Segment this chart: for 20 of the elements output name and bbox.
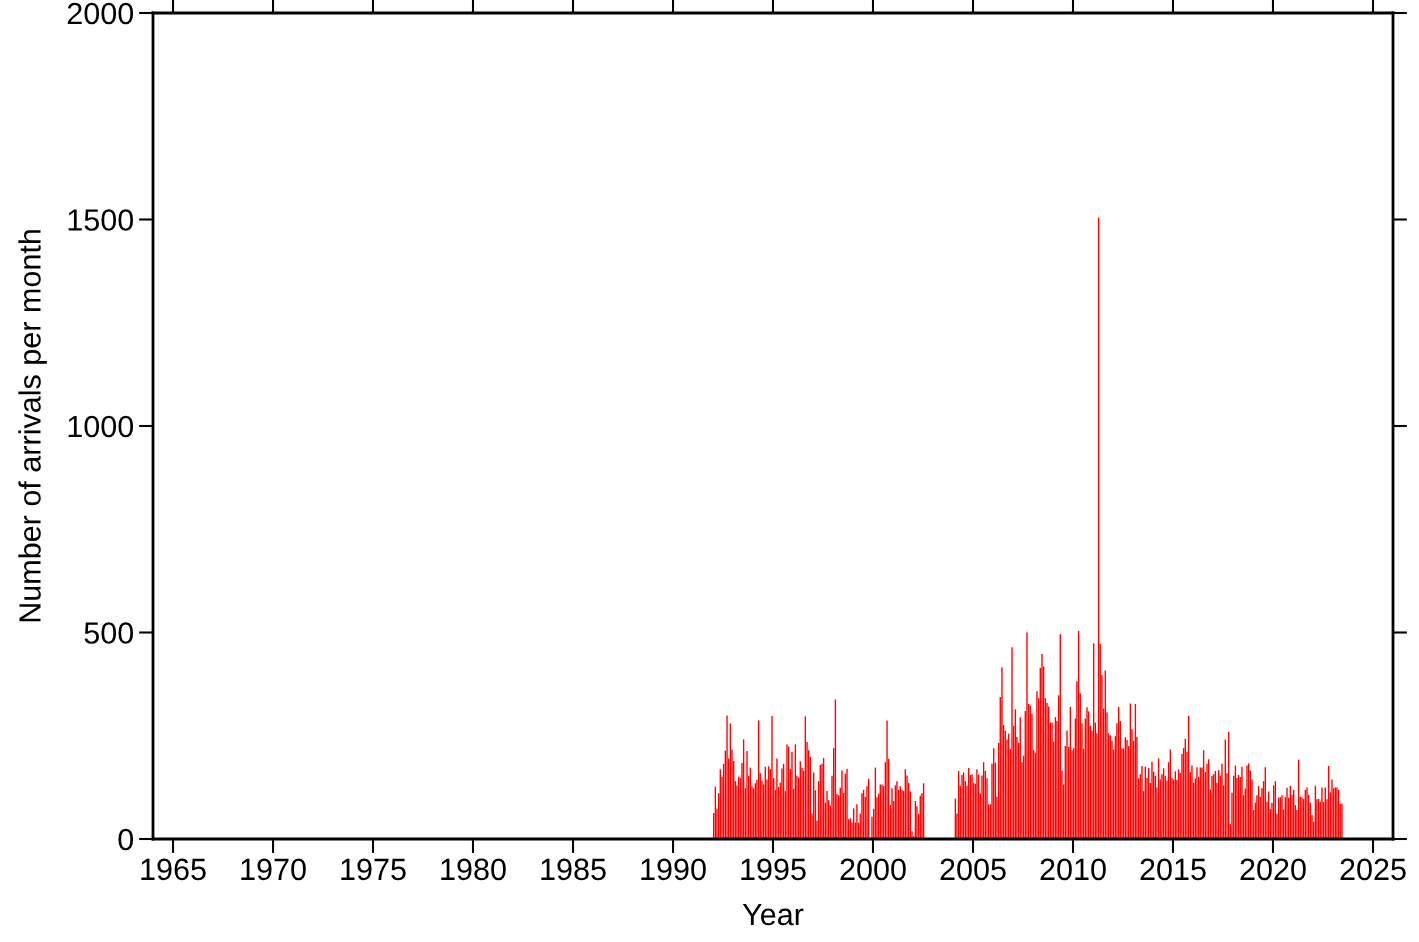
x-tick-label: 1970	[241, 858, 306, 881]
x-tick-label: 1995	[741, 858, 806, 881]
x-tick-label: 1985	[541, 858, 606, 881]
y-tick-label: 0	[118, 828, 134, 851]
x-axis-title: Year	[742, 904, 804, 926]
x-tick-label: 1980	[441, 858, 506, 881]
y-axis-title: Number of arrivals per month	[18, 230, 47, 622]
y-tick-label: 500	[84, 622, 134, 644]
y-tick-label: 1000	[68, 415, 134, 438]
x-tick-label: 1965	[141, 858, 206, 881]
x-tick-label: 2005	[940, 858, 1006, 881]
x-tick-label: 1990	[641, 858, 706, 881]
y-tick-label: 1500	[68, 209, 134, 231]
x-tick-label: 1975	[341, 858, 406, 881]
x-tick-label: 2025	[1340, 858, 1406, 881]
x-tick-label: 2020	[1240, 858, 1306, 881]
y-tick-label: 2000	[67, 2, 134, 25]
x-tick-label: 2010	[1040, 858, 1106, 881]
x-tick-label: 2000	[840, 858, 906, 881]
x-tick-label: 2015	[1140, 858, 1206, 881]
